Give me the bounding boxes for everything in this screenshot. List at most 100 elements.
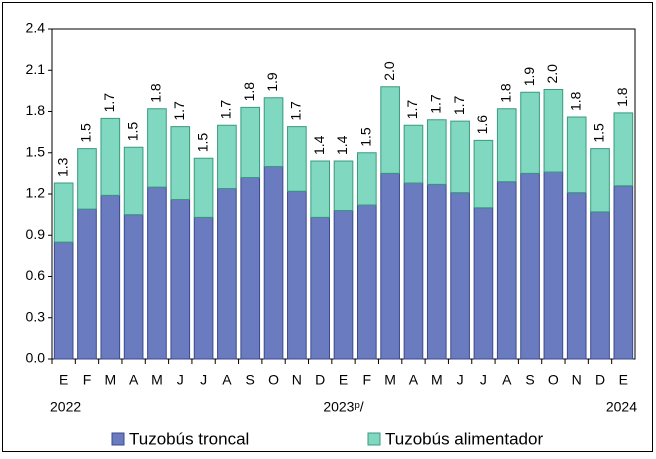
- legend-swatch: [111, 432, 125, 446]
- total-label: 1.8: [614, 87, 630, 107]
- bar-segment: [380, 86, 400, 174]
- x-tick-label: M: [384, 372, 396, 388]
- y-tick-label: 0.3: [26, 308, 46, 324]
- bar-segment: [403, 124, 424, 184]
- bar-segment: [590, 148, 610, 213]
- bar-segment: [310, 216, 331, 360]
- bar-segment: [356, 152, 377, 206]
- x-tick-label: J: [200, 372, 207, 388]
- x-tick-label: N: [572, 372, 582, 388]
- total-label: 1.7: [218, 100, 234, 120]
- total-label: 1.8: [241, 82, 257, 102]
- year-label: 2024: [606, 399, 637, 415]
- bar-segment: [520, 91, 540, 174]
- y-tick-label: 1.5: [26, 143, 46, 159]
- x-tick-label: E: [59, 372, 68, 388]
- x-tick-label: F: [83, 372, 92, 388]
- y-tick-label: 2.1: [26, 61, 46, 77]
- total-label: 1.3: [54, 157, 70, 177]
- total-label: 1.8: [497, 83, 513, 103]
- x-tick-label: O: [268, 372, 279, 388]
- total-label: 1.8: [148, 83, 164, 103]
- x-tick-label: A: [502, 372, 512, 388]
- bar-segment: [147, 186, 167, 360]
- total-label: 1.5: [78, 123, 94, 143]
- bar-segment: [543, 89, 564, 173]
- bar-segment: [193, 157, 214, 218]
- total-label: 1.5: [591, 123, 607, 143]
- bar-segment: [520, 172, 540, 360]
- bar-segment: [426, 119, 447, 185]
- legend-swatch: [367, 432, 381, 446]
- bar-segment: [543, 171, 564, 360]
- y-tick-label: 2.4: [26, 20, 46, 36]
- bar-segment: [170, 126, 191, 200]
- x-tick-label: A: [222, 372, 232, 388]
- total-label: 1.7: [404, 100, 420, 120]
- bar-segment: [123, 146, 144, 216]
- total-label: 2.0: [381, 61, 397, 81]
- bar-segment: [473, 207, 494, 360]
- bar-segment: [193, 216, 214, 360]
- legend-label: Tuzobús troncal: [129, 429, 249, 448]
- bar-segment: [473, 139, 494, 209]
- x-tick-label: D: [595, 372, 605, 388]
- total-label: 1.5: [194, 133, 210, 153]
- bar-segment: [590, 211, 610, 360]
- bar-segment: [380, 172, 400, 360]
- x-tick-label: E: [619, 372, 628, 388]
- bar-segment: [100, 194, 121, 360]
- bar-segment: [613, 185, 634, 360]
- total-label: 1.7: [451, 95, 467, 115]
- x-tick-label: F: [363, 372, 372, 388]
- bar-segment: [450, 192, 470, 360]
- y-tick-label: 0.9: [26, 226, 46, 242]
- x-tick-label: M: [151, 372, 163, 388]
- x-tick-label: M: [104, 372, 116, 388]
- bar-segment: [217, 188, 237, 360]
- bar-segment: [496, 181, 517, 360]
- x-tick-label: J: [480, 372, 487, 388]
- bar-segment: [356, 204, 377, 360]
- bar-segment: [53, 182, 74, 243]
- year-label: 2022: [50, 399, 81, 415]
- bar-segment: [287, 126, 307, 192]
- bar-segment: [77, 208, 97, 360]
- total-label: 2.0: [544, 64, 560, 84]
- bar-segment: [240, 177, 261, 360]
- bar-segment: [403, 182, 424, 360]
- x-tick-label: M: [431, 372, 443, 388]
- total-label: 1.7: [171, 101, 187, 121]
- bar-segment: [217, 124, 237, 189]
- bar-segment: [566, 116, 587, 194]
- bar-segment: [287, 190, 307, 360]
- total-label: 1.9: [521, 67, 537, 87]
- year-label: 2023ᵖ/: [323, 399, 363, 415]
- bar-segment: [613, 112, 634, 187]
- y-tick-label: 0.6: [26, 267, 46, 283]
- bar-segment: [496, 108, 517, 183]
- y-tick-label: 0.0: [26, 350, 46, 366]
- x-tick-label: E: [339, 372, 348, 388]
- total-label: 1.9: [264, 72, 280, 92]
- total-label: 1.4: [311, 135, 327, 155]
- chart-border: [2, 2, 653, 452]
- y-tick-label: 1.2: [26, 185, 46, 201]
- bar-segment: [240, 106, 261, 178]
- total-label: 1.5: [124, 122, 140, 142]
- total-label: 1.7: [427, 94, 443, 114]
- y-tick-label: 1.8: [26, 102, 46, 118]
- bar-segment: [147, 108, 167, 188]
- legend-label: Tuzobús alimentador: [385, 429, 543, 448]
- bar-segment: [53, 241, 74, 360]
- bar-segment: [566, 192, 587, 360]
- bar-segment: [100, 117, 121, 196]
- bar-segment: [333, 210, 354, 360]
- bar-segment: [77, 148, 97, 210]
- total-label: 1.6: [474, 115, 490, 135]
- x-tick-label: A: [129, 372, 139, 388]
- x-tick-label: A: [409, 372, 419, 388]
- x-tick-label: S: [525, 372, 534, 388]
- total-label: 1.5: [358, 127, 374, 147]
